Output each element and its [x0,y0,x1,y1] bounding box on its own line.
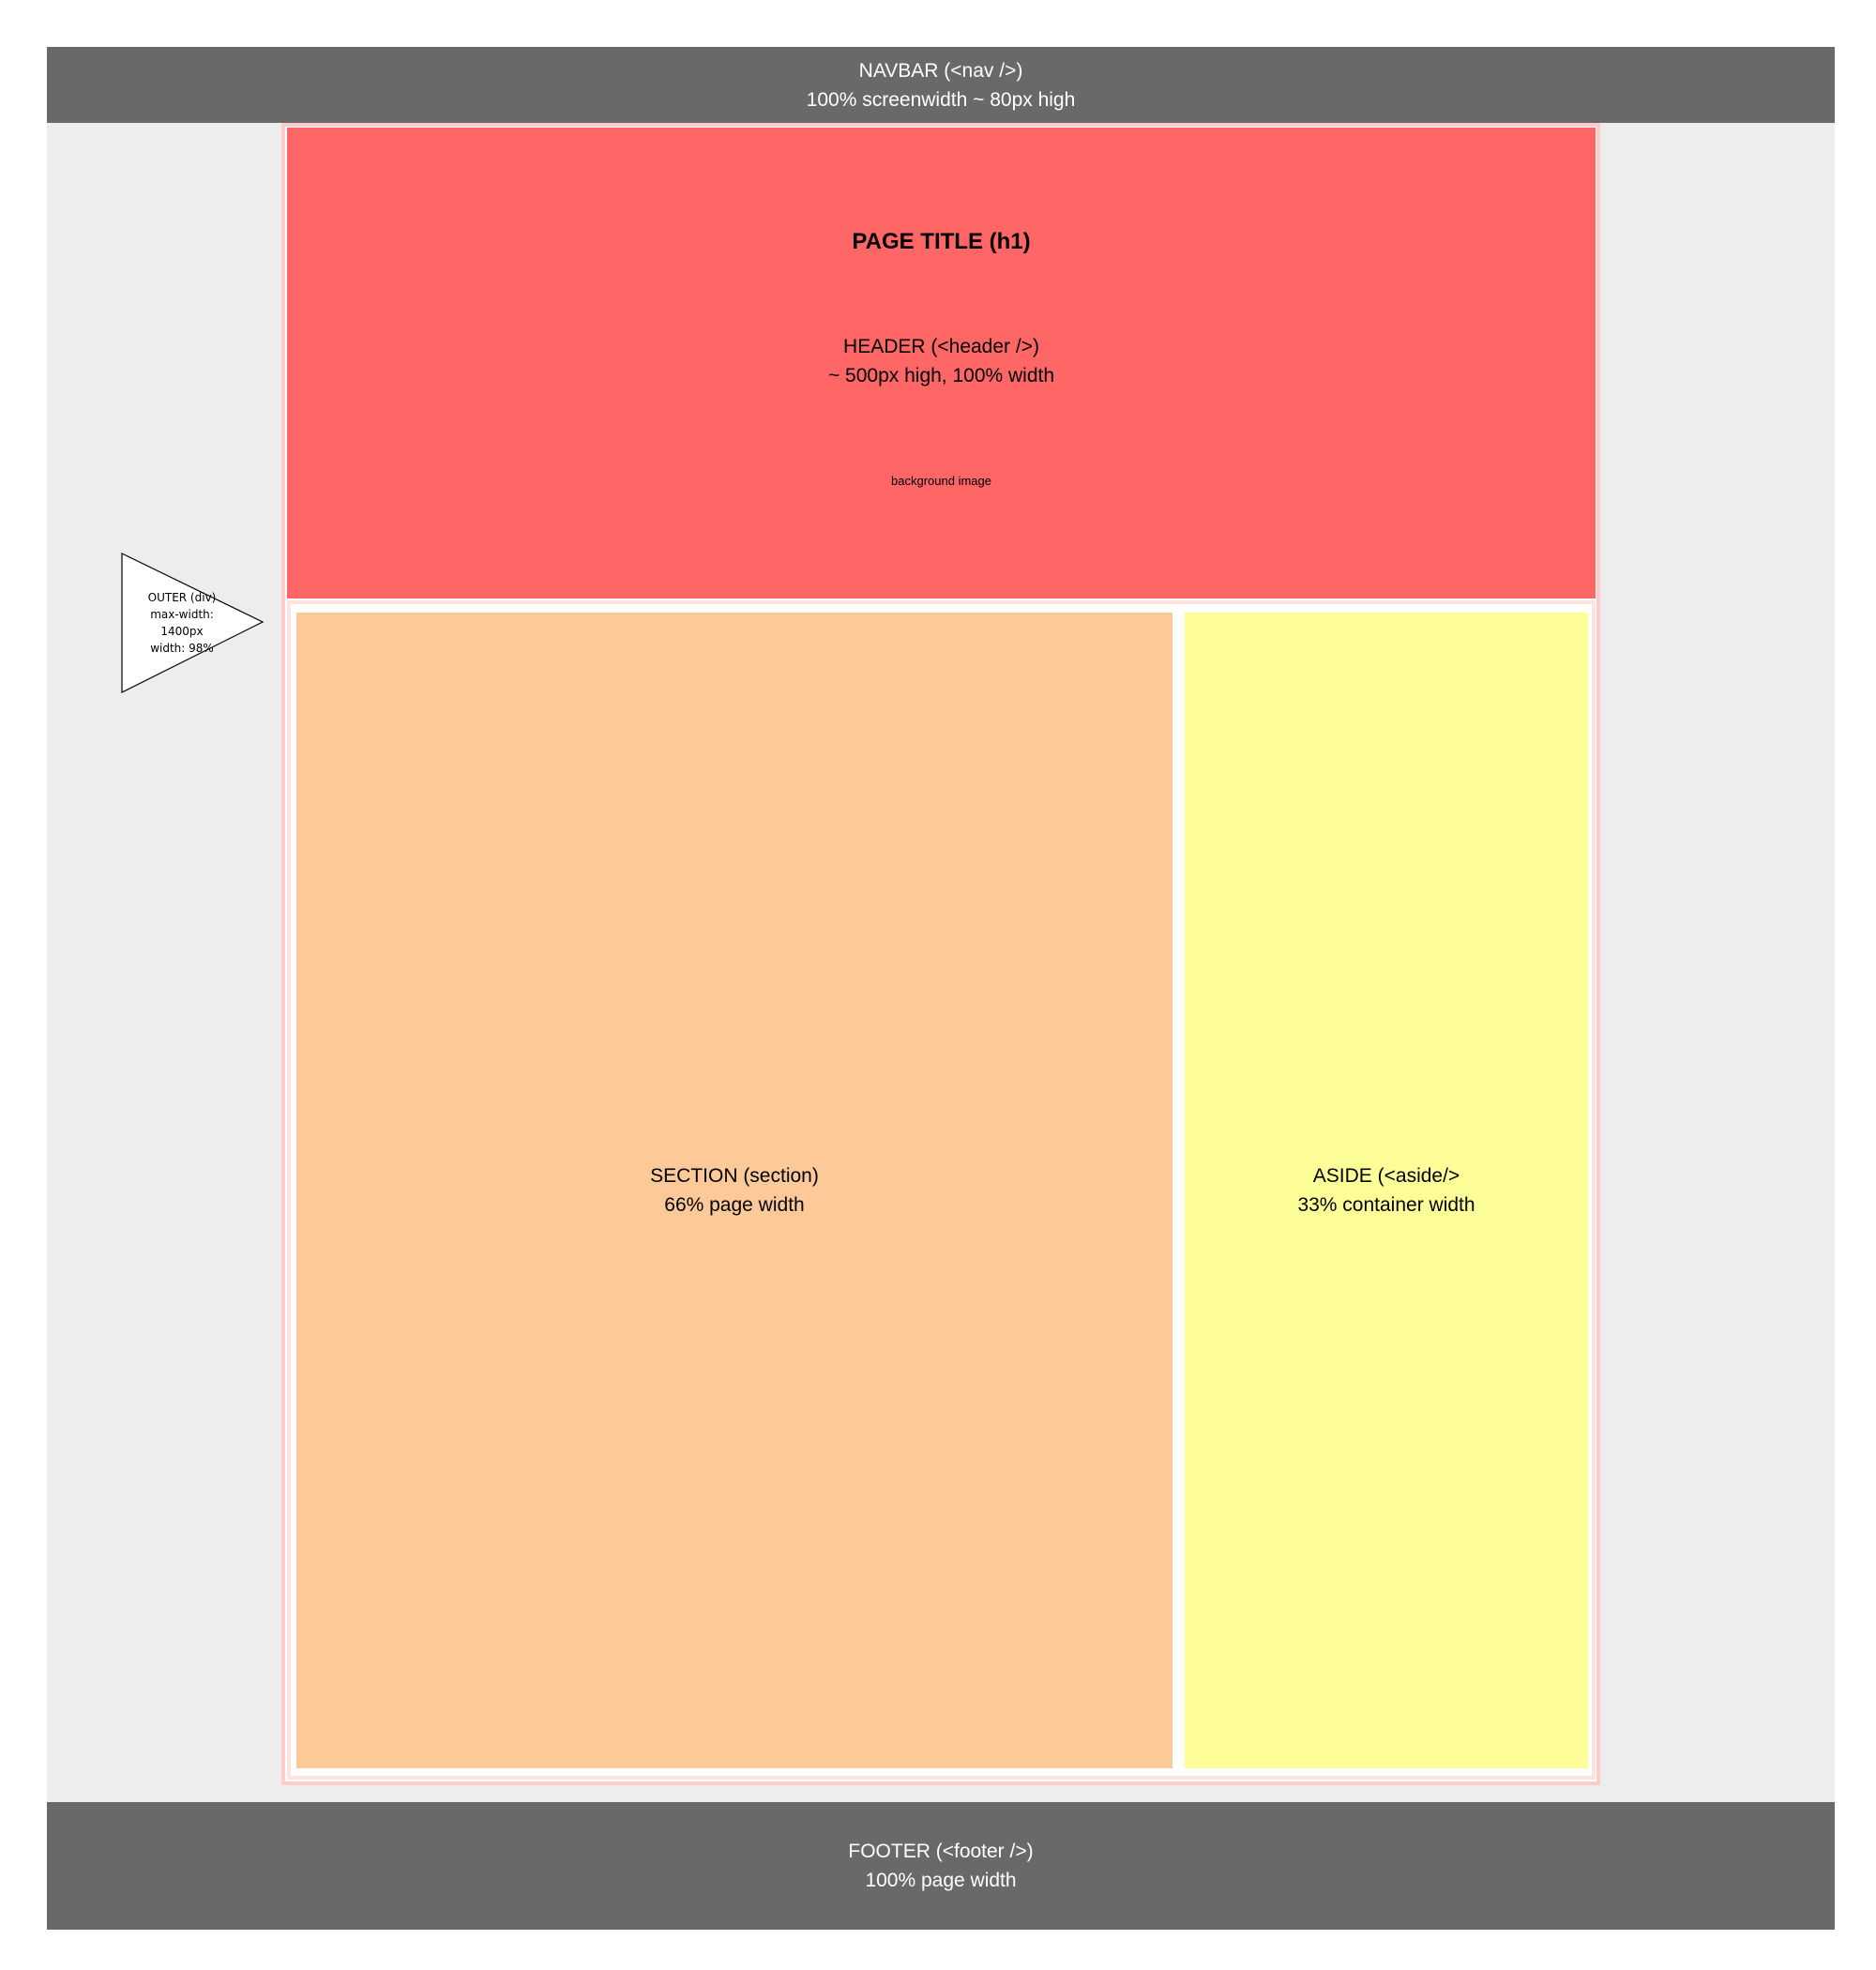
header-description: HEADER (<header />) ~ 500px high, 100% w… [287,332,1596,390]
aside-size-label: 33% container width [1297,1194,1475,1216]
triangle-arrow-icon [121,553,265,693]
aside-label: ASIDE (<aside/> [1312,1165,1460,1187]
footer-label: FOOTER (<footer />) [848,1841,1034,1862]
annotation-line: max-width: [150,608,214,621]
annotation-line: 1400px [160,625,204,638]
footer-block: FOOTER (<footer />) 100% page width [47,1802,1835,1930]
section-size-label: 66% page width [664,1194,805,1216]
page-title: PAGE TITLE (h1) [852,229,1031,254]
outer-annotation-text: OUTER (div) max-width: 1400px width: 98% [126,589,238,657]
annotation-line: OUTER (div) [147,591,217,604]
section-block: SECTION (section) 66% page width [296,613,1172,1768]
section-label: SECTION (section) [650,1165,819,1187]
navbar-title: NAVBAR (<nav />) [858,59,1023,82]
navbar: NAVBAR (<nav />) 100% screenwidth ~ 80px… [47,47,1835,123]
footer-size-label: 100% page width [865,1870,1017,1891]
header-size-label: ~ 500px high, 100% width [827,365,1055,386]
header-label: HEADER (<header />) [843,336,1039,357]
outer-annotation-arrow: OUTER (div) max-width: 1400px width: 98% [120,552,265,696]
navbar-description: 100% screenwidth ~ 80px high [806,88,1076,111]
aside-block: ASIDE (<aside/> 33% container width [1185,613,1588,1768]
header-block: PAGE TITLE (h1) HEADER (<header />) ~ 50… [287,128,1596,599]
annotation-line: width: 98% [150,642,214,655]
background-image-label: background image [891,474,991,488]
